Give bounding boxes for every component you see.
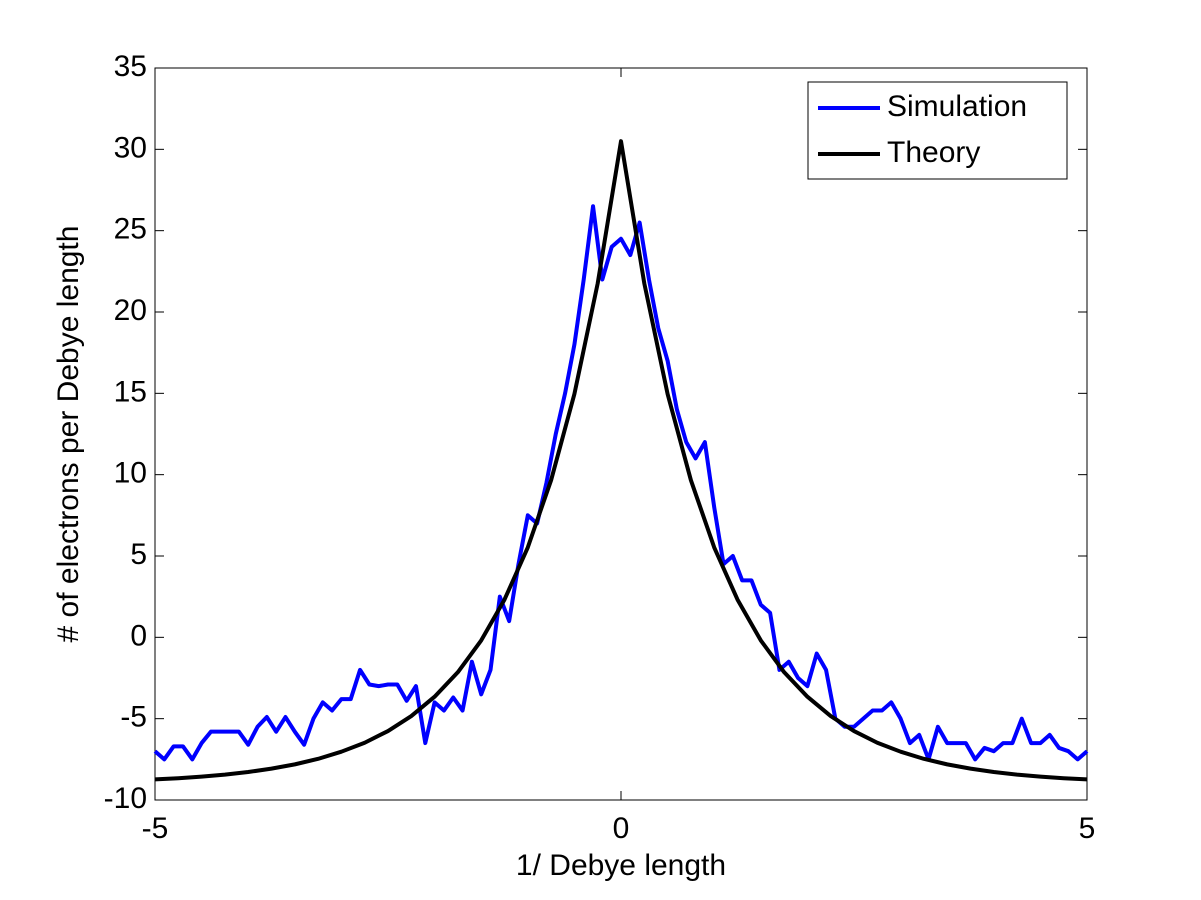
series-line [154, 139, 1088, 782]
y-tick-label: 35 [114, 50, 147, 83]
y-tick-label: 10 [114, 457, 147, 490]
y-tick-label: 0 [130, 619, 147, 652]
y-tick-label: -10 [104, 782, 147, 815]
y-tick-label: 5 [130, 538, 147, 571]
legend-label: Simulation [887, 90, 1027, 123]
y-tick-label: 30 [114, 131, 147, 164]
legend-box [807, 81, 1068, 180]
x-tick-label: 5 [1079, 812, 1096, 845]
y-tick-label: 20 [114, 294, 147, 327]
y-tick-label: 25 [114, 213, 147, 246]
x-tick-label: 0 [613, 812, 630, 845]
x-tick-label: -5 [142, 812, 169, 845]
legend-label: Theory [887, 136, 980, 169]
y-axis-label: # of electrons per Debye length [52, 226, 85, 643]
plot-area [154, 67, 1088, 801]
series-line [153, 204, 1089, 762]
y-tick-label: -5 [120, 701, 147, 734]
x-axis-label: 1/ Debye length [516, 849, 726, 882]
y-tick-label: 15 [114, 375, 147, 408]
